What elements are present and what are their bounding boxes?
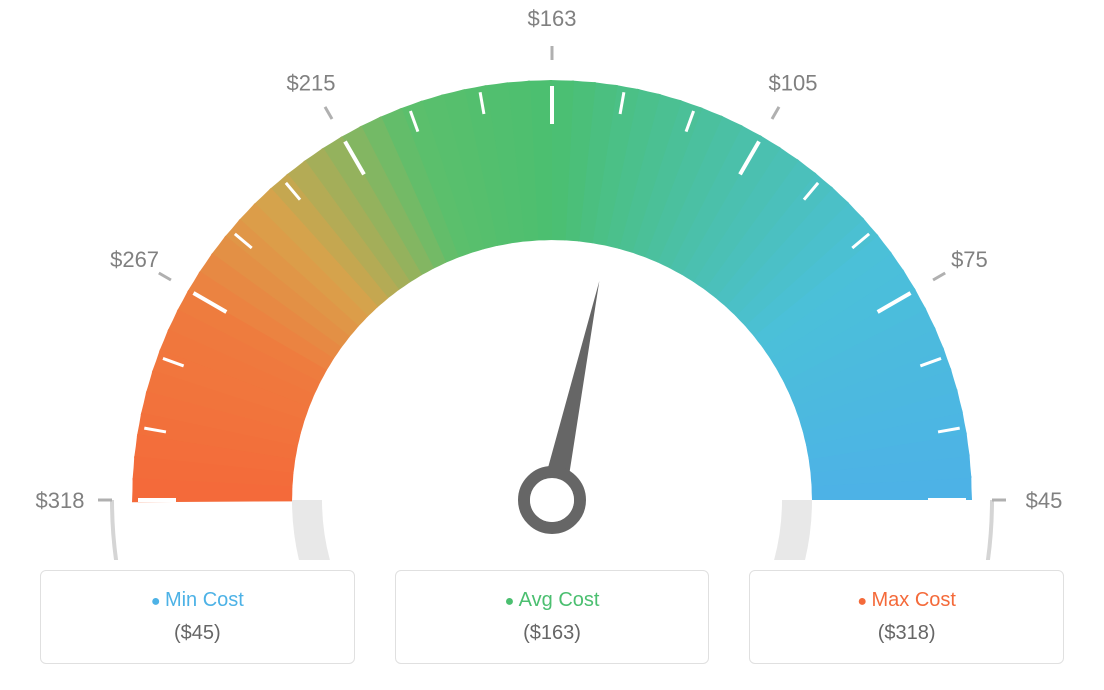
legend-value-avg: ($163) <box>408 622 697 645</box>
legend-row: Min Cost ($45) Avg Cost ($163) Max Cost … <box>0 570 1104 664</box>
gauge-hub-inner <box>530 478 574 522</box>
tick-label: $75 <box>951 247 988 272</box>
legend-card-avg: Avg Cost ($163) <box>395 570 710 664</box>
legend-value-max: ($318) <box>762 622 1051 645</box>
major-tick <box>933 273 945 280</box>
tick-label: $215 <box>287 71 336 96</box>
legend-card-min: Min Cost ($45) <box>40 570 355 664</box>
major-tick <box>159 273 171 280</box>
legend-label-min: Min Cost <box>53 589 342 612</box>
legend-value-min: ($45) <box>53 622 342 645</box>
legend-label-max: Max Cost <box>762 589 1051 612</box>
major-tick <box>772 107 779 119</box>
gauge-chart: $45 $75 $105 $163 $215 $267 $318 <box>0 0 1104 560</box>
legend-card-max: Max Cost ($318) <box>749 570 1064 664</box>
gauge-container: $45 $75 $105 $163 $215 $267 $318 <box>0 0 1104 560</box>
tick-label: $45 <box>1026 488 1063 513</box>
major-tick <box>325 107 332 119</box>
tick-label: $105 <box>769 71 818 96</box>
tick-label: $267 <box>110 247 159 272</box>
tick-label: $163 <box>528 6 577 31</box>
tick-label: $318 <box>36 488 85 513</box>
legend-label-avg: Avg Cost <box>408 589 697 612</box>
